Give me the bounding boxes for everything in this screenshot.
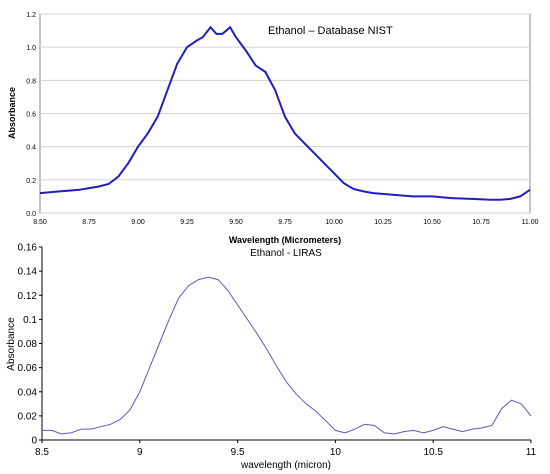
- nist-x-axis-label: Wavelength (Micrometers): [229, 235, 341, 245]
- liras-absorbance-line: [42, 276, 532, 435]
- liras-x-tick-label: 10.5: [423, 447, 443, 458]
- liras-y-tick-label: 0.16: [18, 243, 38, 254]
- liras-x-tick-label: 10: [330, 447, 342, 458]
- nist-x-tick-label: 9.75: [278, 219, 292, 226]
- liras-chart-title: Ethanol - LIRAS: [250, 248, 322, 259]
- nist-absorbance-line: [39, 25, 531, 201]
- liras-chart: 0 0.02 0.04 0.06 0.08 0.1 0.12 0.14 0.16 8.5 9 9.5…: [6, 243, 537, 472]
- nist-x-tick-label: 10.25: [374, 219, 392, 226]
- nist-x-tick-label: 9.50: [229, 219, 243, 226]
- nist-y-tick-label: 0.4: [26, 145, 36, 152]
- liras-y-tick-label: 0.04: [18, 387, 38, 398]
- nist-x-tick-label: 10.75: [472, 219, 490, 226]
- nist-x-tick-label: 8.50: [33, 219, 47, 226]
- nist-chart-title: Ethanol – Database NIST: [268, 25, 393, 37]
- nist-y-tick-label: 0.0: [26, 211, 36, 218]
- liras-y-tick-label: 0.08: [18, 339, 38, 350]
- liras-x-axis-label: wavelength (micron): [240, 460, 331, 471]
- nist-x-tick-label: 10.00: [325, 219, 343, 226]
- liras-y-tick-label: 0.02: [18, 411, 38, 422]
- nist-y-axis-label: Absorbance: [7, 87, 17, 139]
- nist-y-tick-label: 0.2: [26, 178, 36, 185]
- nist-y-tick-label: 1.0: [26, 45, 36, 52]
- nist-x-tick-label: 9.00: [131, 219, 145, 226]
- liras-x-tick-label: 9.5: [231, 447, 245, 458]
- nist-chart: 0.0 0.2 0.4 0.6 0.8 1.0 1.2 8.50 8.75 9.00 9.25 9.…: [7, 12, 539, 245]
- nist-x-tick-label: 9.25: [180, 219, 194, 226]
- liras-y-tick-label: 0.14: [18, 267, 38, 278]
- liras-y-tick-label: 0.06: [18, 363, 38, 374]
- nist-x-tick-label: 8.75: [82, 219, 96, 226]
- nist-x-tick-label: 10.50: [423, 219, 441, 226]
- liras-y-axis-label: Absorbance: [6, 317, 17, 371]
- liras-y-tick-label: 0: [31, 436, 37, 447]
- liras-x-tick-label: 9: [137, 447, 143, 458]
- nist-y-tick-label: 0.6: [26, 112, 36, 119]
- nist-x-tick-label: 11.00: [522, 219, 539, 226]
- liras-y-tick-label: 0.1: [23, 315, 37, 326]
- liras-plot-area: [42, 247, 531, 440]
- nist-y-tick-label: 1.2: [26, 12, 36, 19]
- liras-x-tick-label: 11: [526, 447, 537, 458]
- nist-y-tick-label: 0.8: [26, 78, 36, 85]
- liras-x-tick-label: 8.5: [35, 447, 49, 458]
- liras-y-tick-label: 0.12: [18, 291, 38, 302]
